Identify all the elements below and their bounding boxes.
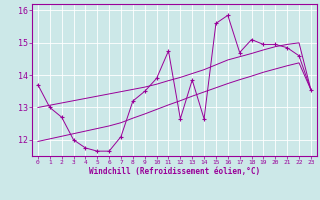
X-axis label: Windchill (Refroidissement éolien,°C): Windchill (Refroidissement éolien,°C): [89, 167, 260, 176]
